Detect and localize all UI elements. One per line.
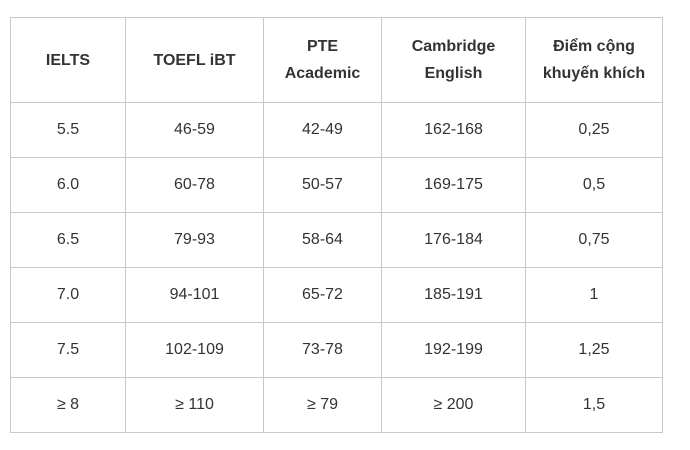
header-cell: IELTS — [10, 17, 126, 103]
table-cell: 7.5 — [10, 322, 126, 378]
table-cell: ≥ 79 — [263, 377, 382, 433]
table-cell: ≥ 110 — [125, 377, 264, 433]
table-cell: 58-64 — [263, 212, 382, 268]
table-cell: 5.5 — [10, 102, 126, 158]
table-cell: 0,5 — [525, 157, 663, 213]
table-body: 5.5 46-59 42-49 162-168 0,25 6.0 60-78 50-57 169… — [10, 102, 663, 433]
header-text: IELTS — [45, 51, 91, 69]
header-cell: TOEFL iBT — [125, 17, 264, 103]
table-cell: 185-191 — [381, 267, 526, 323]
table-cell: ≥ 200 — [381, 377, 526, 433]
header-text: TOEFL iBT — [153, 51, 236, 69]
table-cell: 102-109 — [125, 322, 264, 378]
table-cell: 162-168 — [381, 102, 526, 158]
table-cell: 1,5 — [525, 377, 663, 433]
header-text: Cambridge English — [411, 38, 496, 82]
table-cell: 60-78 — [125, 157, 264, 213]
table-cell: 0,75 — [525, 212, 663, 268]
table-cell: 42-49 — [263, 102, 382, 158]
table-cell: 73-78 — [263, 322, 382, 378]
table-row: 6.5 79-93 58-64 176-184 0,75 — [10, 212, 663, 268]
table-cell: 169-175 — [381, 157, 526, 213]
table-row: 6.0 60-78 50-57 169-175 0,5 — [10, 157, 663, 213]
table-cell: 176-184 — [381, 212, 526, 268]
table-cell: 6.0 — [10, 157, 126, 213]
header-text: PTE Academic — [284, 38, 361, 82]
table-cell: 65-72 — [263, 267, 382, 323]
table-row: 5.5 46-59 42-49 162-168 0,25 — [10, 102, 663, 158]
table-cell: 0,25 — [525, 102, 663, 158]
header-cell: Điểm cộng khuyến khích — [525, 17, 663, 103]
table-row: ≥ 8 ≥ 110 ≥ 79 ≥ 200 1,5 — [10, 377, 663, 433]
score-table: IELTS TOEFL iBT PTE Academic Cambridge Engl… — [10, 17, 663, 433]
table-cell: ≥ 8 — [10, 377, 126, 433]
header-text: Điểm cộng khuyến khích — [542, 38, 646, 82]
table-row: 7.5 102-109 73-78 192-199 1,25 — [10, 322, 663, 378]
table-cell: 7.0 — [10, 267, 126, 323]
table-row: 7.0 94-101 65-72 185-191 1 — [10, 267, 663, 323]
table-cell: 50-57 — [263, 157, 382, 213]
header-row: IELTS TOEFL iBT PTE Academic Cambridge Engl… — [10, 17, 663, 103]
table-cell: 46-59 — [125, 102, 264, 158]
table-cell: 79-93 — [125, 212, 264, 268]
table-container: IELTS TOEFL iBT PTE Academic Cambridge Engl… — [10, 17, 663, 433]
table-cell: 1 — [525, 267, 663, 323]
table-cell: 6.5 — [10, 212, 126, 268]
table-cell: 192-199 — [381, 322, 526, 378]
table-cell: 1,25 — [525, 322, 663, 378]
header-cell: Cambridge English — [381, 17, 526, 103]
header-cell: PTE Academic — [263, 17, 382, 103]
table-cell: 94-101 — [125, 267, 264, 323]
